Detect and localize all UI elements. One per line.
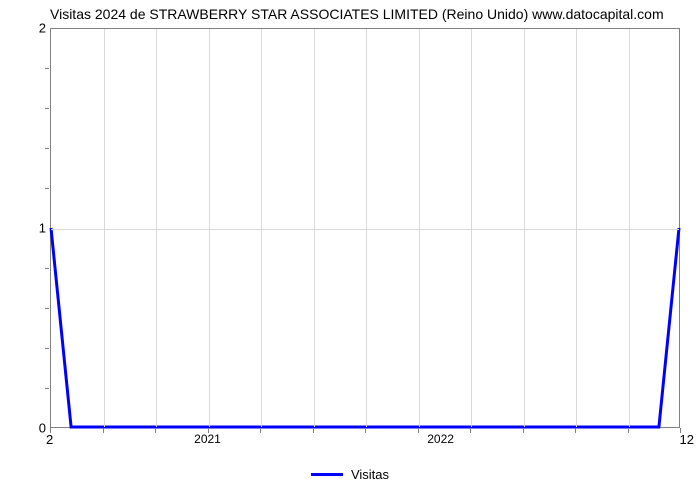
line-series: [51, 29, 679, 427]
legend-swatch: [311, 473, 343, 476]
x-minor-tick: [628, 428, 629, 433]
y-tick-label: 0: [39, 421, 46, 436]
plot-area: [50, 28, 680, 428]
x-minor-tick: [260, 428, 261, 433]
x-tick-label: 2022: [427, 432, 454, 446]
y-minor-tick: [45, 268, 49, 269]
x-minor-tick: [103, 428, 104, 433]
gridline-v: [629, 29, 630, 427]
gridline-v: [156, 29, 157, 427]
chart-title: Visitas 2024 de STRAWBERRY STAR ASSOCIAT…: [50, 6, 664, 22]
gridline-v: [576, 29, 577, 427]
x-minor-tick: [365, 428, 366, 433]
y-minor-tick: [45, 108, 49, 109]
y-minor-tick: [45, 308, 49, 309]
gridline-v: [471, 29, 472, 427]
x-tick-label: 2021: [194, 432, 221, 446]
x-minor-tick: [155, 428, 156, 433]
y-minor-tick: [45, 188, 49, 189]
x-minor-tick: [313, 428, 314, 433]
gridline-v: [104, 29, 105, 427]
y-minor-tick: [45, 148, 49, 149]
y-tick-label: 2: [39, 21, 46, 36]
gridline-v: [261, 29, 262, 427]
x-minor-tick: [523, 428, 524, 433]
gridline-v: [314, 29, 315, 427]
x-minor-tick: [50, 428, 51, 433]
x-minor-tick: [575, 428, 576, 433]
gridline-h: [51, 229, 679, 230]
gridline-v: [419, 29, 420, 427]
y-minor-tick: [45, 348, 49, 349]
y-tick-label: 1: [39, 221, 46, 236]
x-minor-tick: [418, 428, 419, 433]
gridline-v: [209, 29, 210, 427]
x-minor-tick: [680, 428, 681, 433]
x-extra-right-label: 12: [680, 432, 694, 447]
y-minor-tick: [45, 68, 49, 69]
x-extra-left-label: 2: [46, 432, 53, 447]
x-minor-tick: [470, 428, 471, 433]
gridline-v: [524, 29, 525, 427]
legend-label: Visitas: [351, 467, 389, 482]
legend: Visitas: [311, 467, 389, 482]
y-minor-tick: [45, 388, 49, 389]
gridline-v: [366, 29, 367, 427]
